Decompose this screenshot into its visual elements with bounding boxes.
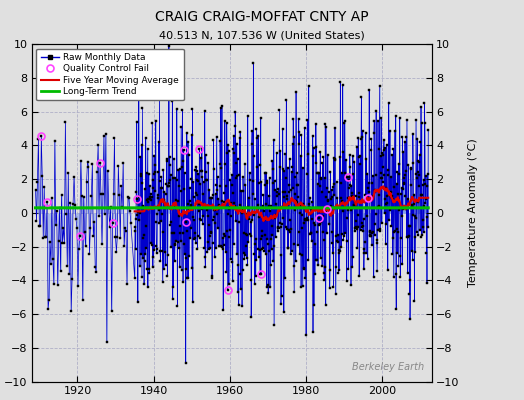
Legend: Raw Monthly Data, Quality Control Fail, Five Year Moving Average, Long-Term Tren: Raw Monthly Data, Quality Control Fail, …	[36, 49, 183, 100]
Text: 40.513 N, 107.536 W (United States): 40.513 N, 107.536 W (United States)	[159, 30, 365, 40]
Text: CRAIG CRAIG-MOFFAT CNTY AP: CRAIG CRAIG-MOFFAT CNTY AP	[155, 10, 369, 24]
Text: Berkeley Earth: Berkeley Earth	[352, 362, 424, 372]
Y-axis label: Temperature Anomaly (°C): Temperature Anomaly (°C)	[468, 138, 478, 287]
